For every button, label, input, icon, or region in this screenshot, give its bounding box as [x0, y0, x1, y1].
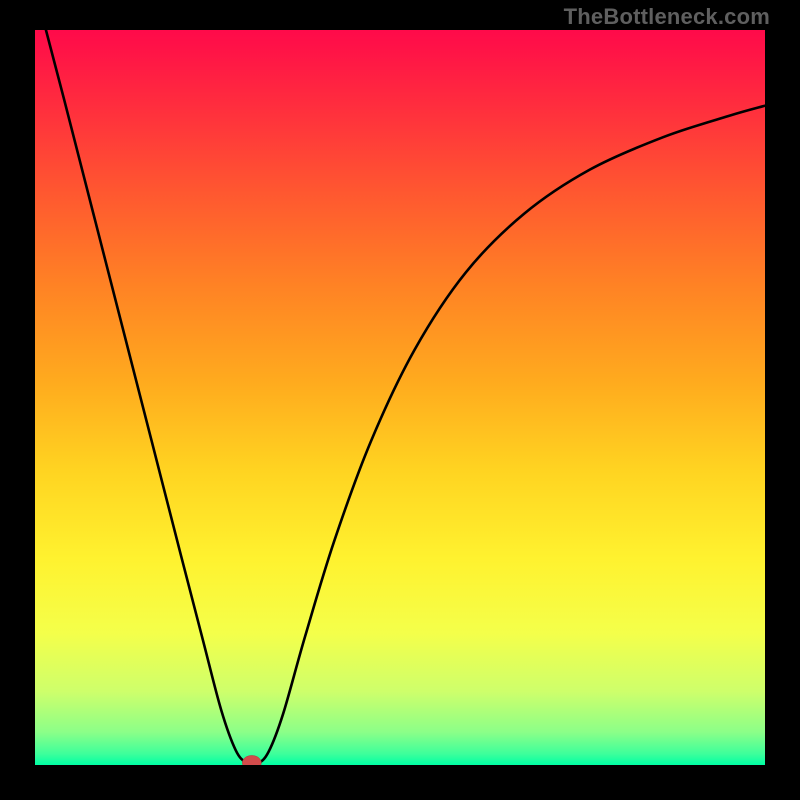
bottleneck-curve-chart [0, 0, 800, 800]
chart-container: { "meta": { "watermark_text": "TheBottle… [0, 0, 800, 800]
watermark-text: TheBottleneck.com [564, 4, 770, 30]
